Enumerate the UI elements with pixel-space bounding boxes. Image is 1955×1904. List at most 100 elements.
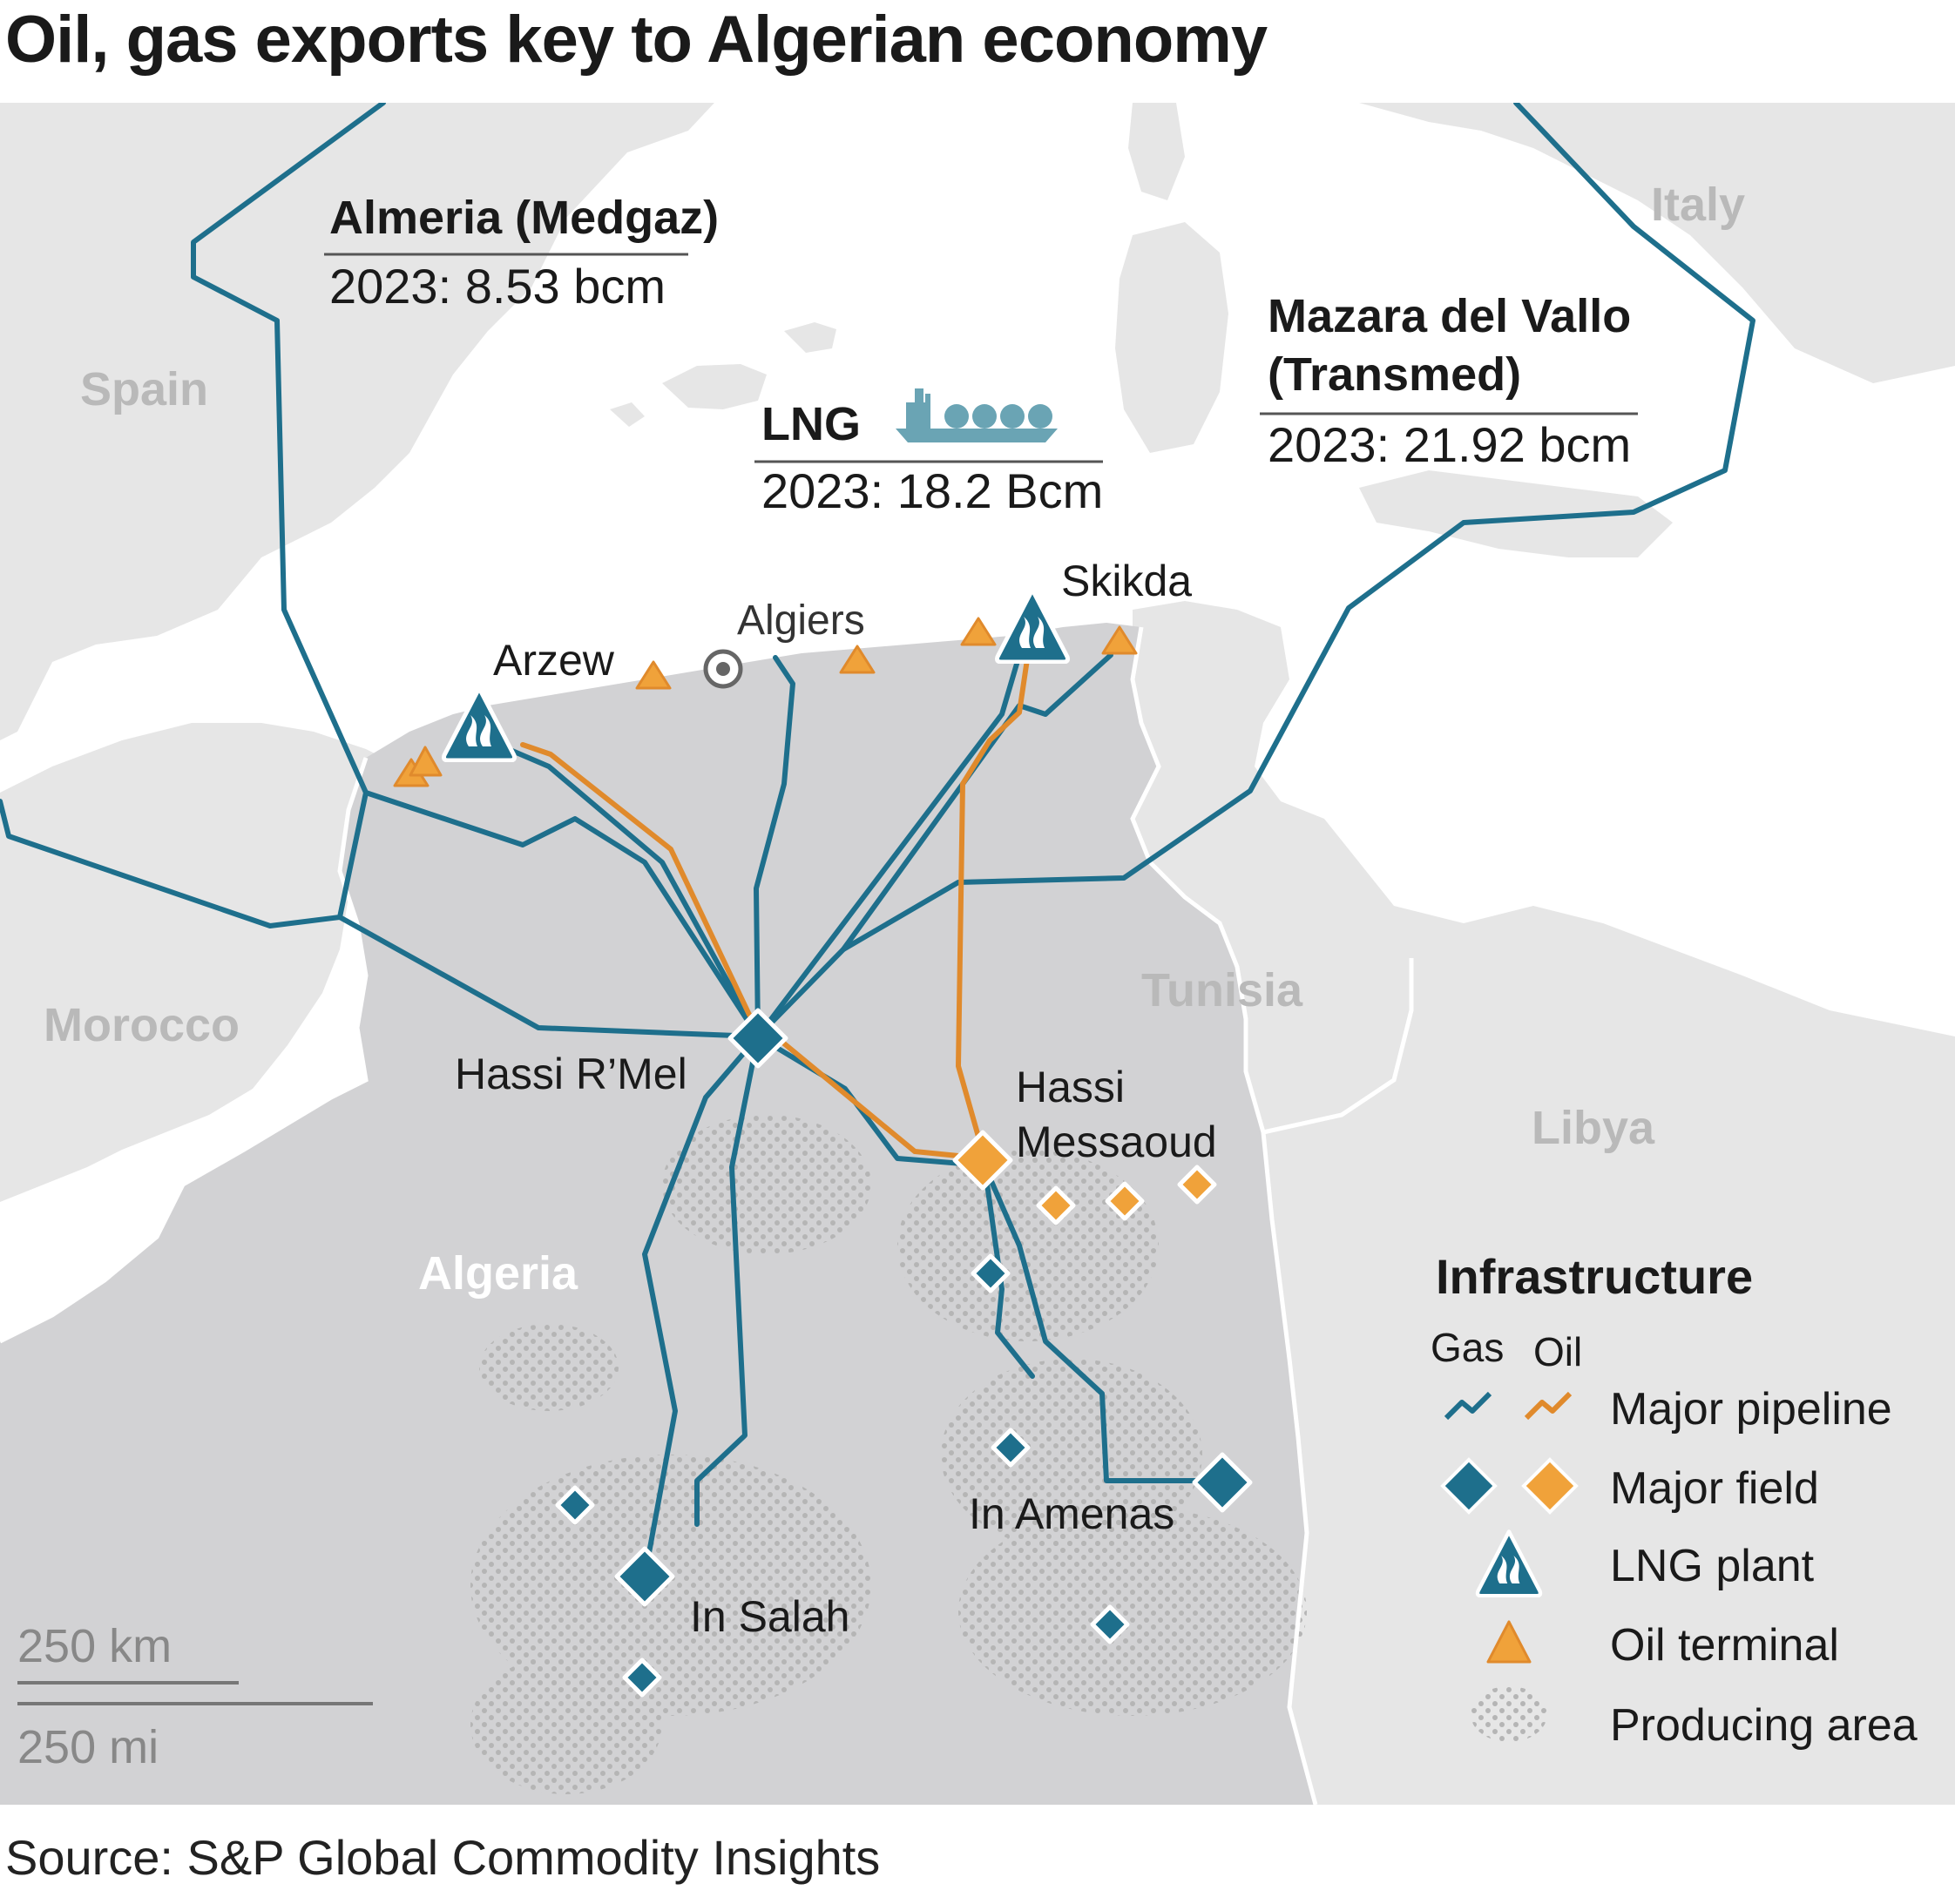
gas-pipeline-transmed — [841, 103, 1755, 952]
legend-item-terminal: Oil terminal — [1610, 1620, 1839, 1671]
land-italy — [1359, 103, 1955, 383]
land-iberia — [0, 103, 714, 740]
place-label-hassi-messaoud-1: Hassi — [1016, 1063, 1125, 1111]
map-title: Oil, gas exports key to Algerian economy — [5, 3, 1268, 77]
land-sardinia — [1115, 222, 1228, 453]
place-label-arzew: Arzew — [493, 636, 615, 685]
place-label-hassi-messaoud-2: Messaoud — [1016, 1117, 1217, 1166]
gas-pipeline-south-2 — [694, 1034, 761, 1527]
land-sicily — [1359, 470, 1673, 557]
oil-terminal-icon — [635, 660, 672, 690]
legend-item-pipeline: Major pipeline — [1610, 1384, 1892, 1435]
place-label-algiers: Algiers — [737, 598, 865, 644]
gas-field-in-salah — [614, 1546, 675, 1607]
producing-area — [470, 1655, 662, 1794]
gas-pipeline-morocco — [0, 790, 369, 928]
oil-pipelines — [520, 633, 1033, 1161]
land-balearic-1 — [662, 364, 767, 409]
oil-terminals — [393, 617, 1138, 787]
producing-area — [662, 1115, 871, 1254]
route-name-transmed-1: Mazara del Vallo — [1268, 290, 1631, 342]
gas-pipeline-algiers — [754, 655, 795, 1039]
gas-pipeline-arzew — [485, 738, 761, 1039]
place-label-hassi-rmel: Hassi R’Mel — [455, 1050, 687, 1098]
oil-field-small — [1036, 1185, 1076, 1225]
legend-oil-label: Oil — [1533, 1329, 1582, 1374]
gas-pipeline-south-1 — [642, 1034, 761, 1579]
gas-fields — [555, 1008, 1253, 1698]
route-value-medgaz: 2023: 8.53 bcm — [329, 259, 666, 314]
gas-pipeline-medgaz — [191, 103, 761, 1039]
country-label-libya: Libya — [1532, 1102, 1655, 1154]
land-morocco — [0, 723, 401, 1202]
field-diamond-icon — [1440, 1457, 1498, 1515]
land-tunisia-libya — [1133, 601, 1955, 1805]
place-label-skikda: Skikda — [1061, 557, 1192, 605]
callout-transmed: Mazara del Vallo (Transmed) 2023: 21.92 … — [1260, 290, 1638, 472]
country-label-morocco: Morocco — [44, 999, 240, 1051]
source-note: Source: S&P Global Commodity Insights — [5, 1830, 881, 1885]
legend-title: Infrastructure — [1436, 1249, 1753, 1304]
legend-item-producing: Producing area — [1610, 1700, 1918, 1751]
country-label-italy: Italy — [1651, 179, 1745, 231]
gas-field-small — [991, 1428, 1031, 1468]
route-value-lng: 2023: 18.2 Bcm — [761, 463, 1103, 518]
gas-pipeline-west — [337, 915, 761, 1039]
gas-field-small — [622, 1658, 662, 1698]
field-diamond-icon — [1521, 1457, 1579, 1515]
callout-medgaz: Almeria (Medgaz) 2023: 8.53 bcm — [324, 192, 719, 314]
gas-field-hassi-rmel — [727, 1008, 788, 1069]
callout-lng: LNG 2023: 18.2 Bcm — [754, 388, 1103, 518]
pipeline-icon — [1444, 1391, 1492, 1421]
legend-item-lng: LNG plant — [1610, 1541, 1815, 1591]
oil-field-small — [1177, 1165, 1217, 1205]
place-label-in-amenas: In Amenas — [969, 1489, 1174, 1538]
gas-field-in-amenas — [1192, 1452, 1253, 1513]
producing-area — [479, 1324, 619, 1411]
route-name-medgaz: Almeria (Medgaz) — [329, 192, 719, 244]
oil-pipeline-arzew — [520, 742, 987, 1161]
land-balearic-3 — [610, 402, 645, 427]
gas-pipeline-east — [755, 1034, 987, 1168]
pipeline-icon — [1524, 1391, 1573, 1421]
route-name-lng: LNG — [761, 398, 861, 450]
map: Spain Morocco Algeria Tunisia Libya Ital… — [0, 103, 1955, 1805]
border-tunisia-libya — [1262, 958, 1414, 1135]
country-label-algeria: Algeria — [418, 1247, 578, 1300]
land-masses — [0, 103, 1955, 1805]
scale-km-label: 250 km — [17, 1620, 172, 1672]
producing-area — [958, 1507, 1307, 1716]
gas-field-small — [555, 1485, 595, 1525]
oil-fields — [952, 1130, 1217, 1225]
land-balearic-2 — [784, 322, 836, 353]
legend-item-field: Major field — [1610, 1463, 1819, 1514]
legend: Infrastructure Gas Oil Major pipeline Ma… — [1431, 1249, 1918, 1751]
oil-terminal-icon — [409, 746, 443, 777]
country-label-spain: Spain — [80, 363, 208, 415]
oil-field-small — [1105, 1181, 1145, 1221]
place-label-in-salah: In Salah — [690, 1592, 849, 1641]
scale-bar: 250 km 250 mi — [17, 1620, 373, 1773]
oil-terminal-icon — [839, 645, 876, 674]
land-corsica — [1128, 103, 1185, 200]
gas-field-small — [971, 1253, 1011, 1293]
oil-terminal-icon — [1101, 625, 1138, 655]
gas-pipeline-in-amenas — [982, 1163, 1222, 1483]
country-label-tunisia: Tunisia — [1141, 964, 1303, 1016]
route-name-transmed-2: (Transmed) — [1268, 348, 1521, 401]
oil-field-hassi-messaoud — [952, 1130, 1013, 1191]
legend-gas-label: Gas — [1431, 1325, 1504, 1370]
capital-marker — [703, 649, 743, 689]
oil-pipeline-skikda — [956, 633, 1033, 1145]
border-algeria-tunisia — [1130, 626, 1318, 1805]
oil-terminal-icon — [960, 617, 997, 646]
producing-area — [941, 1359, 1202, 1550]
scale-mi-label: 250 mi — [17, 1721, 159, 1773]
gas-field-small — [1090, 1604, 1130, 1644]
lng-ship-icon — [896, 388, 1058, 442]
producing-area-icon — [1471, 1686, 1547, 1742]
route-value-transmed: 2023: 21.92 bcm — [1268, 417, 1631, 472]
producing-area — [897, 1150, 1159, 1341]
gas-pipeline-branch — [982, 1163, 1035, 1379]
oil-terminal-icon — [1486, 1620, 1532, 1664]
